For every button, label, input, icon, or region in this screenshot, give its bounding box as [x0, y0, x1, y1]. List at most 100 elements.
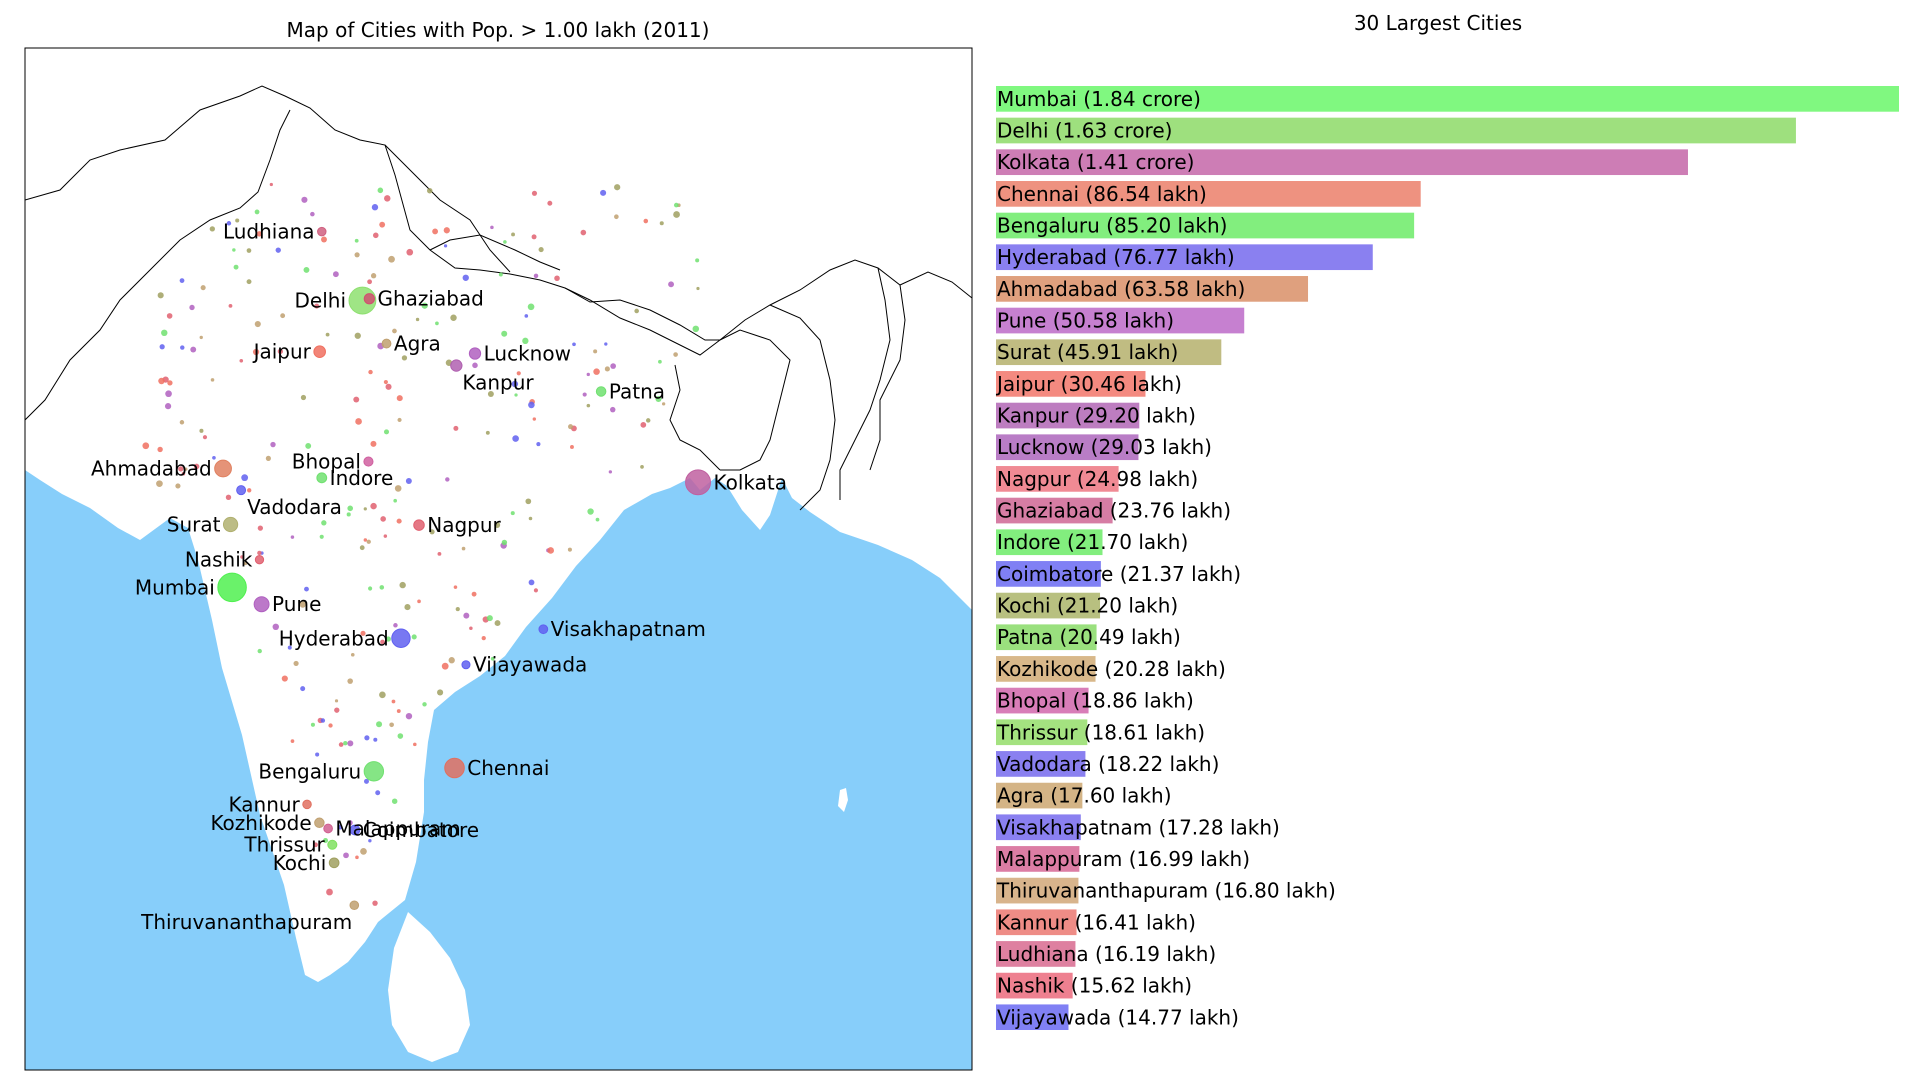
- city-dot-patna: [595, 386, 607, 397]
- minor-city-dot: [293, 660, 299, 667]
- minor-city-dot: [157, 446, 163, 453]
- minor-city-dot: [486, 615, 493, 622]
- city-dot-pune: [253, 596, 270, 613]
- minor-city-dot: [394, 485, 402, 492]
- minor-city-dot: [533, 273, 539, 279]
- minor-city-dot: [536, 442, 541, 447]
- minor-city-dot: [511, 232, 515, 237]
- minor-city-dot: [511, 380, 519, 388]
- minor-city-dot: [360, 630, 366, 636]
- bar-label: Ahmadabad (63.58 lakh): [997, 277, 1245, 301]
- minor-city-dot: [437, 689, 444, 696]
- bar-label: Bengaluru (85.20 lakh): [997, 214, 1227, 238]
- minor-city-dot: [280, 313, 286, 319]
- minor-city-dot: [243, 561, 248, 566]
- minor-city-dot: [305, 442, 312, 449]
- minor-city-dot: [600, 189, 607, 196]
- minor-city-dot: [355, 418, 362, 425]
- minor-city-dot: [225, 494, 232, 500]
- minor-city-dot: [445, 477, 450, 482]
- minor-city-dot: [388, 255, 395, 263]
- minor-city-dot: [290, 535, 295, 539]
- minor-city-dot: [314, 303, 320, 309]
- bar-nagpur: [996, 466, 1119, 492]
- minor-city-dot: [399, 581, 406, 589]
- minor-city-dot: [343, 741, 348, 746]
- minor-city-dot: [370, 273, 377, 279]
- bar-ludhiana: [996, 941, 1076, 967]
- minor-city-dot: [326, 888, 333, 896]
- minor-city-dot: [610, 406, 616, 413]
- minor-city-dot: [429, 529, 435, 535]
- city-labels: Mumbai Delhi Ghaziabad Kolkata Chennai Bengal…: [91, 220, 787, 935]
- bar-label: Mumbai (1.84 crore): [997, 87, 1201, 111]
- bar-bhopal: [996, 687, 1089, 714]
- city-label: Pune: [272, 592, 321, 616]
- minor-city-dot: [233, 264, 239, 270]
- city-dot-ghaziabad: [363, 293, 375, 305]
- bar-label: Chennai (86.54 lakh): [997, 182, 1207, 206]
- minor-city-dot: [310, 722, 315, 727]
- minor-city-dot: [379, 585, 385, 590]
- bar-label: Malappuram (16.99 lakh): [997, 847, 1250, 871]
- minor-city-dot: [450, 314, 457, 321]
- minor-city-dot: [396, 395, 403, 402]
- minor-city-dot: [567, 547, 572, 552]
- minor-city-dot: [347, 505, 354, 512]
- minor-city-dot: [226, 221, 232, 226]
- minor-city-dot: [164, 403, 172, 410]
- minor-city-dot: [321, 520, 327, 526]
- city-dot-mumbai: [217, 572, 247, 603]
- minor-city-dot: [422, 702, 427, 707]
- minor-city-dot: [210, 378, 215, 382]
- minor-city-dot: [453, 585, 458, 589]
- minor-city-dot: [372, 900, 378, 906]
- bar-ahmadabad: [996, 276, 1309, 302]
- city-dot-ludhiana: [317, 226, 327, 237]
- bar-label: Hyderabad (76.77 lakh): [997, 245, 1235, 269]
- bar-kozhikode: [996, 656, 1096, 682]
- minor-city-dot: [586, 403, 591, 408]
- minor-city-dot: [404, 604, 411, 611]
- minor-city-dot: [366, 539, 371, 544]
- minor-city-dot: [303, 266, 310, 273]
- minor-city-dot: [272, 623, 280, 631]
- minor-city-dot: [165, 390, 172, 398]
- minor-city-dot: [380, 516, 386, 522]
- minor-city-dot: [586, 372, 590, 377]
- minor-city-dot: [300, 394, 307, 401]
- minor-city-dot: [202, 435, 208, 440]
- andaman-islands: [838, 788, 848, 812]
- bar-label: Pune (50.58 lakh): [997, 309, 1174, 333]
- minor-city-dot: [325, 332, 330, 337]
- minor-city-dot: [310, 211, 315, 217]
- minor-city-dot: [332, 271, 339, 278]
- city-label: Vijayawada: [473, 653, 587, 677]
- minor-city-dot: [538, 247, 544, 253]
- minor-city-dot: [531, 190, 538, 196]
- minor-city-dot: [199, 428, 204, 433]
- city-label: Lucknow: [484, 342, 571, 366]
- city-dot-bengaluru: [363, 761, 385, 782]
- minor-city-dot: [189, 304, 195, 311]
- minor-city-dot: [391, 798, 398, 804]
- minor-city-dot: [159, 344, 165, 350]
- bar-kochi: [996, 592, 1101, 619]
- minor-city-dot: [161, 329, 168, 337]
- minor-city-dot: [472, 362, 478, 369]
- minor-city-dot: [547, 200, 553, 206]
- city-dot-ahmadabad: [214, 459, 232, 478]
- minor-city-dot: [568, 424, 574, 430]
- minor-city-dot: [385, 383, 392, 390]
- minor-city-dot: [246, 248, 252, 253]
- map-frame: [24, 47, 973, 1071]
- bar-coimbatore: [996, 561, 1101, 587]
- minor-city-dot: [437, 551, 442, 556]
- bar-malappuram: [996, 846, 1080, 872]
- minor-city-dot: [371, 204, 379, 211]
- minor-city-dot: [554, 275, 560, 282]
- minor-city-dot: [257, 550, 262, 556]
- city-dot-lucknow: [468, 347, 482, 360]
- city-label: Bengaluru: [258, 759, 361, 783]
- minor-city-dot: [448, 657, 455, 664]
